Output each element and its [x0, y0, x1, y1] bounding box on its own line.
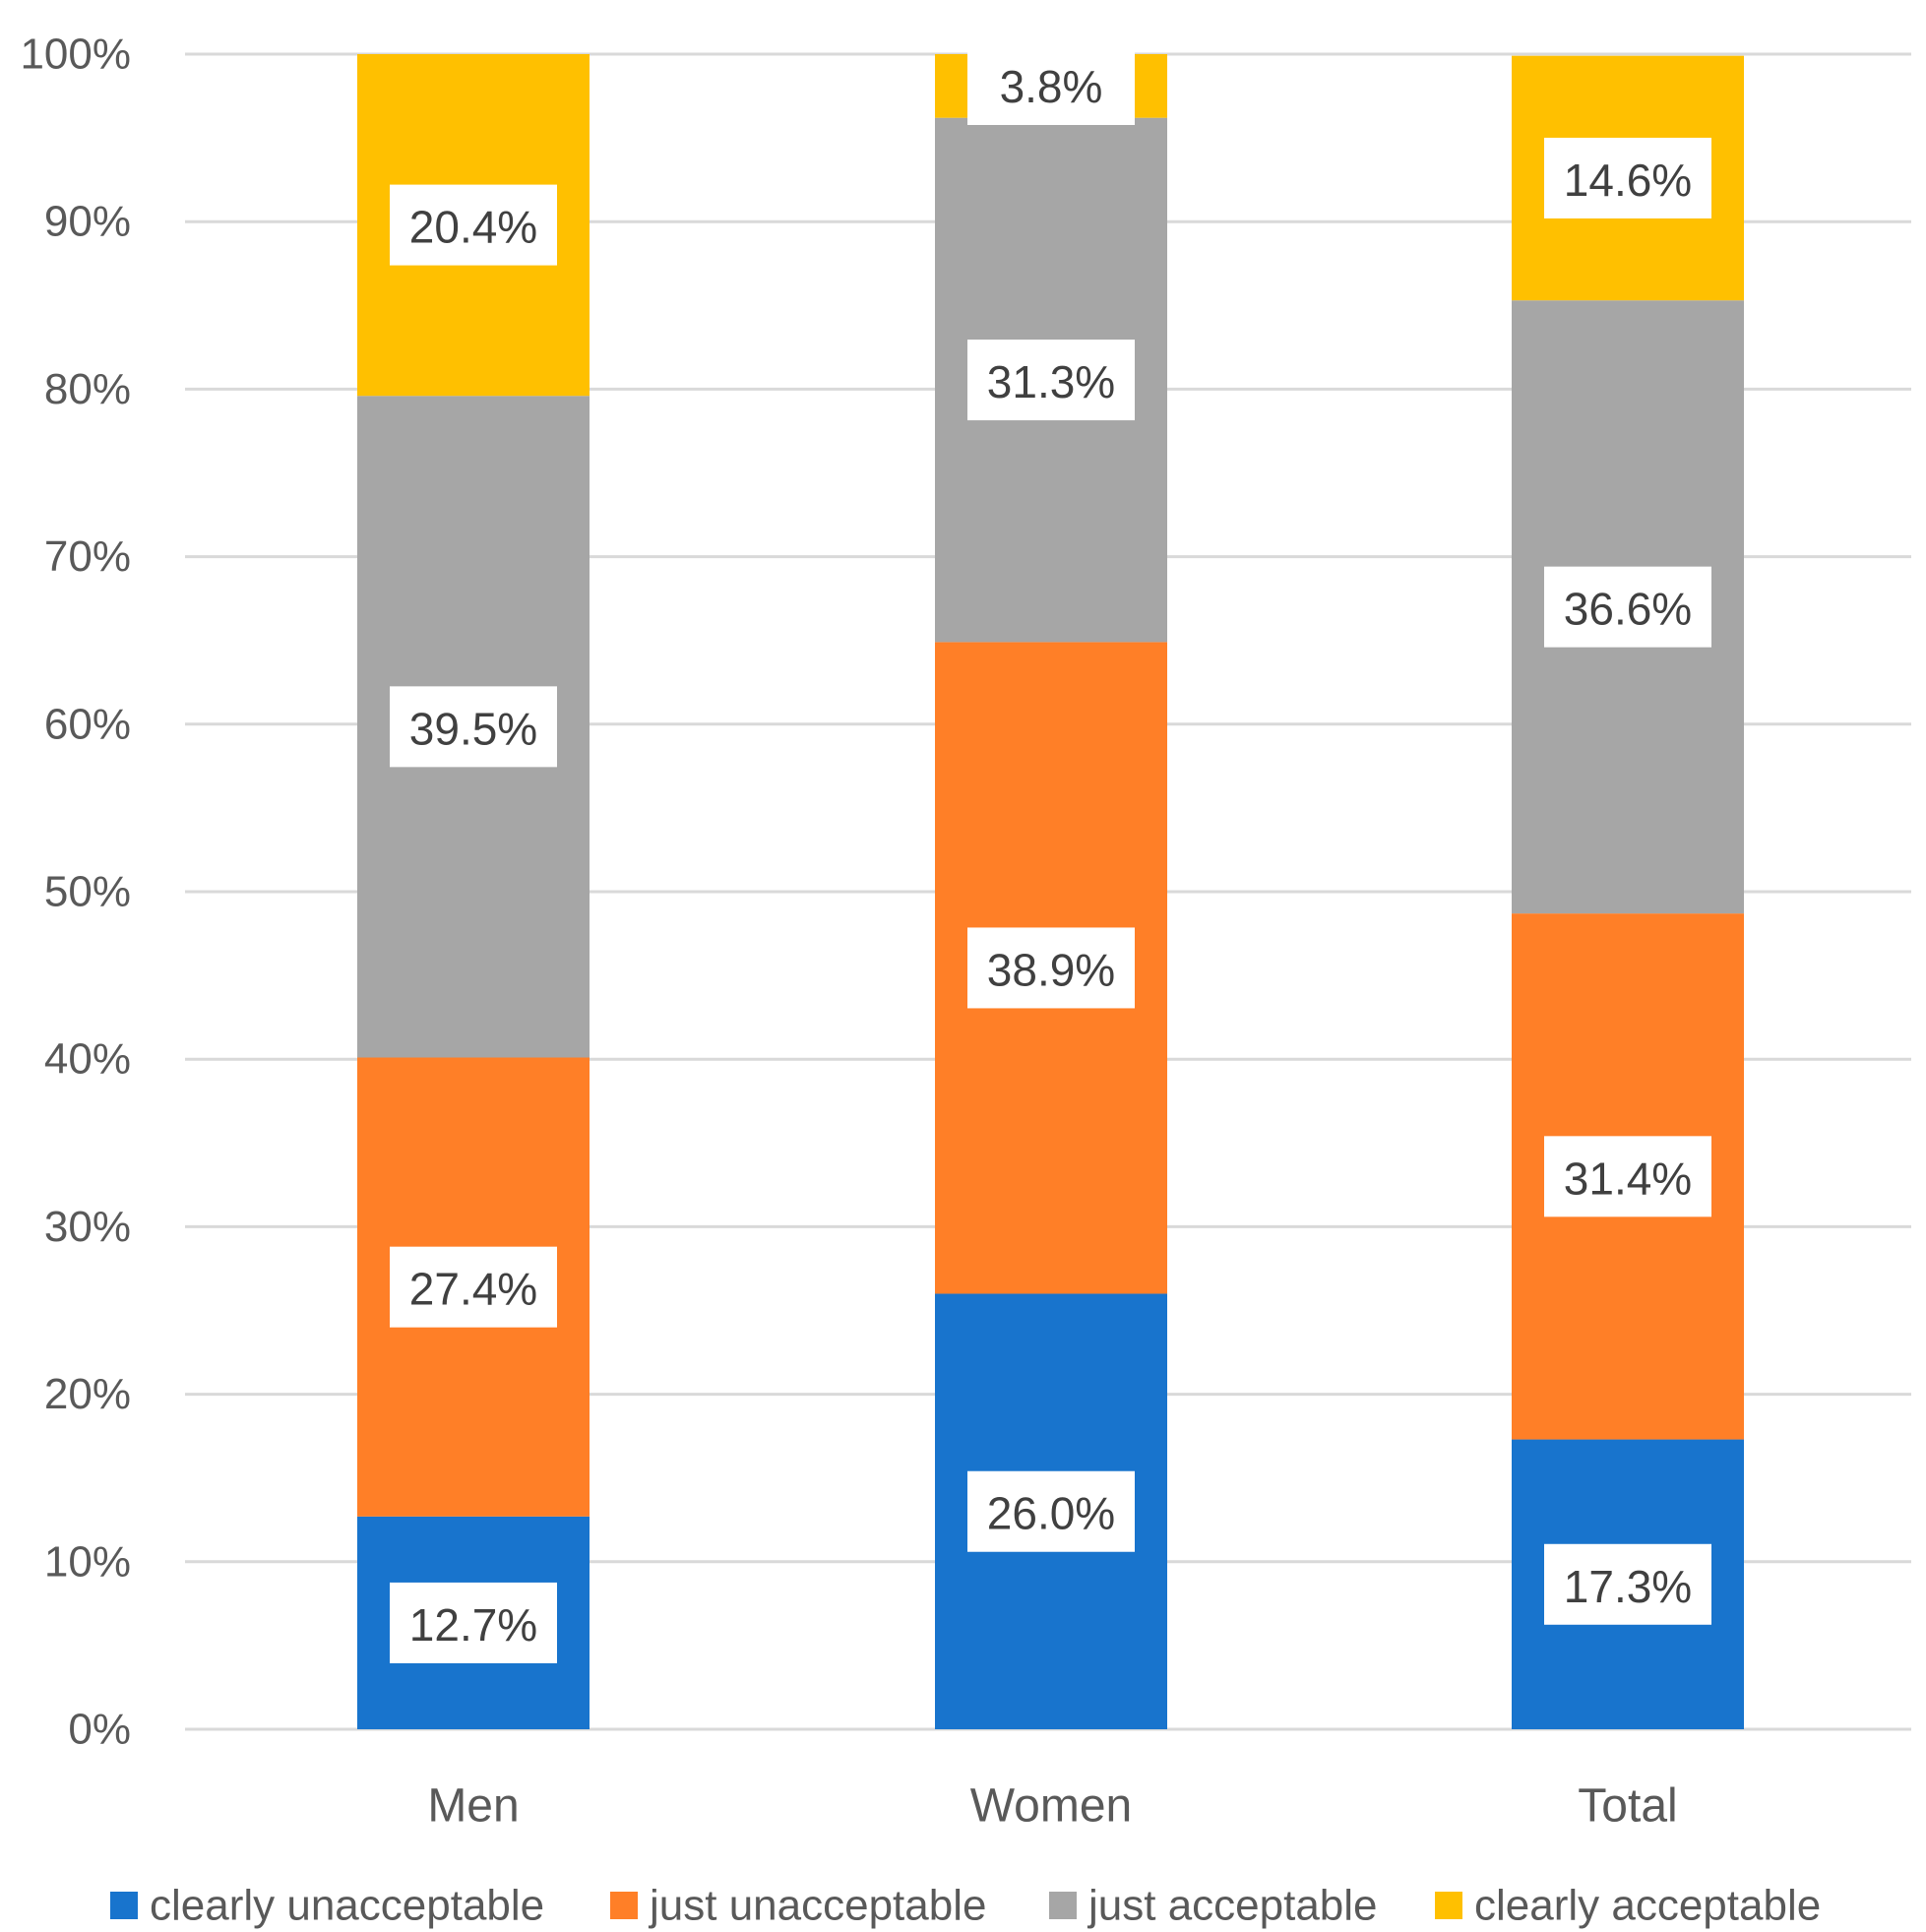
svg-text:14.6%: 14.6% [1564, 155, 1692, 206]
data-label: 31.3% [967, 340, 1135, 421]
data-labels: 12.7% 27.4% 39.5% 20.4% 26.0% 38.9% 31.3% 3.8% 1… [390, 44, 1711, 1663]
x-axis-categories: Men Women Total [427, 1780, 1677, 1833]
legend-item: clearly acceptable [1435, 1882, 1821, 1930]
svg-text:17.3%: 17.3% [1564, 1561, 1692, 1612]
data-label: 26.0% [967, 1470, 1135, 1552]
data-label: 17.3% [1544, 1543, 1711, 1625]
y-tick-label: 40% [44, 1035, 131, 1084]
data-label: 14.6% [1544, 137, 1711, 218]
y-tick-label: 90% [44, 198, 131, 246]
svg-text:39.5%: 39.5% [409, 703, 537, 754]
svg-text:31.4%: 31.4% [1564, 1153, 1692, 1204]
legend-swatch [110, 1892, 138, 1919]
data-label: 38.9% [967, 927, 1135, 1009]
legend-swatch [610, 1892, 638, 1919]
data-label: 36.6% [1544, 566, 1711, 648]
y-tick-label: 30% [44, 1203, 131, 1251]
y-tick-label: 100% [20, 31, 131, 79]
svg-text:20.4%: 20.4% [409, 202, 537, 253]
y-tick-label: 70% [44, 532, 131, 581]
data-label: 12.7% [390, 1582, 557, 1663]
svg-text:38.9%: 38.9% [987, 944, 1115, 995]
svg-text:31.3%: 31.3% [987, 356, 1115, 407]
legend-swatch [1049, 1892, 1077, 1919]
legend-label: just unacceptable [648, 1882, 986, 1930]
legend-label: clearly unacceptable [150, 1882, 544, 1930]
y-tick-label: 80% [44, 365, 131, 413]
svg-text:12.7%: 12.7% [409, 1599, 537, 1651]
data-label: 39.5% [390, 686, 557, 768]
data-label: 20.4% [390, 184, 557, 266]
y-tick-label: 10% [44, 1537, 131, 1586]
svg-text:27.4%: 27.4% [409, 1264, 537, 1315]
y-tick-label: 60% [44, 700, 131, 748]
x-category-label: Women [970, 1780, 1133, 1833]
legend-label: just acceptable [1087, 1882, 1378, 1930]
legend-item: just unacceptable [610, 1882, 986, 1930]
legend-item: just acceptable [1049, 1882, 1378, 1930]
data-label: 31.4% [1544, 1136, 1711, 1217]
legend-label: clearly acceptable [1474, 1882, 1821, 1930]
svg-text:36.6%: 36.6% [1564, 584, 1692, 635]
legend: clearly unacceptable just unacceptable jus… [110, 1882, 1821, 1930]
data-label: 27.4% [390, 1246, 557, 1328]
legend-item: clearly unacceptable [110, 1882, 544, 1930]
x-category-label: Men [427, 1780, 519, 1833]
x-category-label: Total [1578, 1780, 1677, 1833]
y-tick-label: 50% [44, 868, 131, 916]
legend-swatch [1435, 1892, 1462, 1919]
y-axis-ticks: 0% 10% 20% 30% 40% 50% 60% 70% 80% 90% 100% [20, 31, 131, 1754]
y-tick-label: 0% [68, 1706, 131, 1754]
data-label: 3.8% [967, 44, 1135, 125]
y-tick-label: 20% [44, 1370, 131, 1418]
svg-text:26.0%: 26.0% [987, 1488, 1115, 1539]
svg-text:3.8%: 3.8% [1000, 61, 1103, 112]
